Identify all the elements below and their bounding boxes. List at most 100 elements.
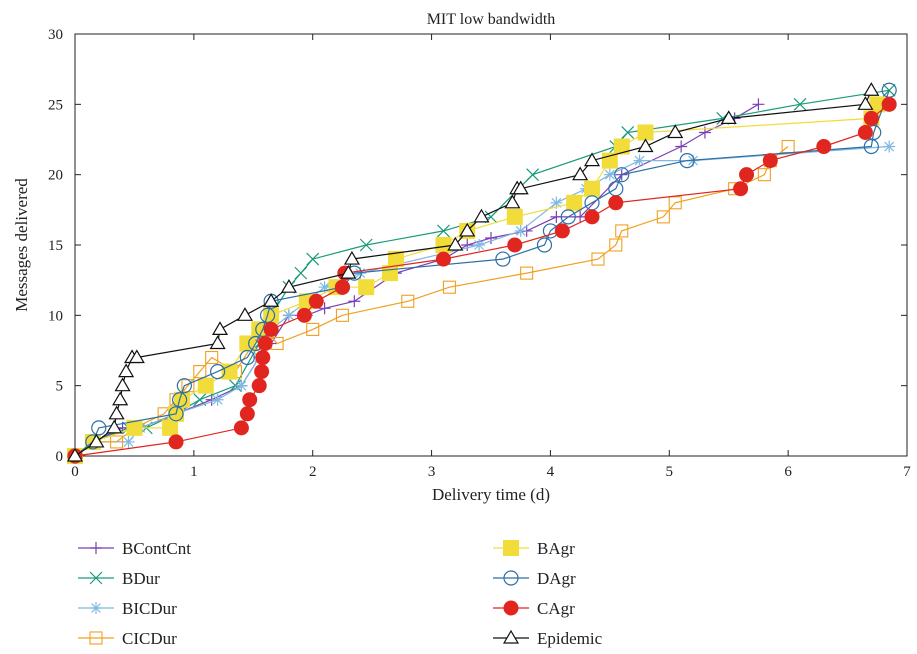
data-point-epidemic [88,433,105,448]
data-point-bcontcnt [752,98,765,111]
legend-marker-bicdur [90,602,102,614]
data-point-bicdur [235,379,248,392]
data-point-bdur [526,168,540,182]
legend-label: BAgr [537,539,575,558]
y-tick-label: 0 [56,449,64,465]
data-point-epidemic [447,236,464,251]
data-point-epidemic [106,419,123,434]
x-tick-label: 5 [666,464,674,480]
data-point-dagr [536,237,553,253]
data-point-dagr [495,251,511,267]
data-point-cicdur [442,280,456,294]
data-point-bicdur [603,168,616,181]
data-point-bagr [566,194,583,211]
data-point-epidemic [209,335,226,350]
legend-label: CAgr [537,599,575,618]
data-point-bcontcnt [318,302,331,315]
data-point-cagr [608,195,624,211]
data-point-cagr [584,209,600,225]
data-point-bicdur [633,154,646,167]
legend-item-bicdur: BICDur [78,599,177,618]
data-point-cagr [554,223,570,239]
data-point-dagr [168,406,184,422]
series-line-bdur [74,89,890,457]
data-point-cicdur [609,238,623,252]
legend-marker-cicdur [89,631,103,645]
data-point-cagr [863,110,879,126]
data-point-bicdur [318,281,331,294]
data-point-bagr [869,96,886,113]
data-point-epidemic [857,96,874,110]
legend-label: BContCnt [122,539,191,558]
data-point-cagr [239,406,255,422]
data-point-cagr [739,167,755,183]
y-tick-label: 5 [56,379,64,395]
data-point-bcontcnt [574,210,587,223]
data-point-cicdur [401,294,415,308]
legend-marker-epidemic [502,629,520,644]
data-point-cicdur [205,350,219,365]
data-point-dagr [614,167,630,183]
legend-item-cicdur: CICDur [78,629,177,648]
data-point-cagr [168,434,184,450]
data-point-bagr [506,208,523,225]
data-point-cicdur [656,210,670,224]
x-tick-label: 3 [428,464,436,480]
data-point-cicdur [668,196,682,210]
x-tick-label: 2 [309,464,317,480]
data-point-bagr [358,279,375,296]
y-tick-label: 15 [48,238,63,254]
data-point-bdur [437,224,450,238]
data-point-epidemic [118,363,135,378]
data-point-dagr [171,392,188,408]
data-point-epidemic [211,321,229,335]
legend-label: BDur [122,569,160,588]
series-bicdur [69,140,896,462]
legend: BContCnt BDur BICDur CICDur BAgr DAgr CAgr Epid… [78,539,603,648]
legend-item-bcontcnt: BContCnt [78,539,191,558]
data-point-bagr [239,335,256,352]
data-point-cagr [507,237,523,253]
data-point-bicdur [550,196,563,209]
data-point-epidemic [720,110,737,124]
data-point-bdur [306,252,320,266]
x-axis-title: Delivery time (d) [432,485,550,504]
data-point-cagr [816,139,832,155]
data-point-bcontcnt [675,140,688,153]
data-point-epidemic [667,124,684,139]
data-point-bagr [162,419,179,436]
data-point-bcontcnt [348,295,361,308]
data-point-cagr [233,420,249,436]
series-bdur [68,83,896,463]
data-point-epidemic [504,194,521,209]
legend-item-epidemic: Epidemic [493,629,603,648]
data-point-bicdur [282,309,295,322]
data-point-bicdur [514,224,527,237]
x-tick-label: 0 [71,464,79,480]
data-point-cagr [257,335,273,351]
data-point-cicdur [781,139,795,154]
data-point-epidemic [128,349,145,364]
data-point-cagr [733,181,749,197]
data-point-cicdur [615,224,629,238]
data-point-epidemic [280,279,297,293]
data-point-bagr [126,419,143,436]
data-point-bdur [359,238,373,252]
y-tick-label: 20 [48,168,63,184]
y-tick-label: 25 [48,97,63,113]
x-tick-label: 4 [547,464,555,480]
legend-label: DAgr [537,569,576,588]
data-point-cicdur [335,308,349,322]
chart-title: MIT low bandwidth [427,11,556,28]
legend-marker-dagr [503,570,519,586]
data-point-bagr [584,180,601,197]
data-point-cicdur [193,365,207,379]
series-line-bagr [74,104,878,457]
data-point-bicdur [211,393,224,406]
series-dagr [67,82,897,464]
data-point-cicdur [270,336,284,351]
data-point-dagr [560,209,576,225]
data-point-bdur [294,266,308,280]
data-point-bdur [882,83,896,97]
data-point-epidemic [473,208,490,223]
